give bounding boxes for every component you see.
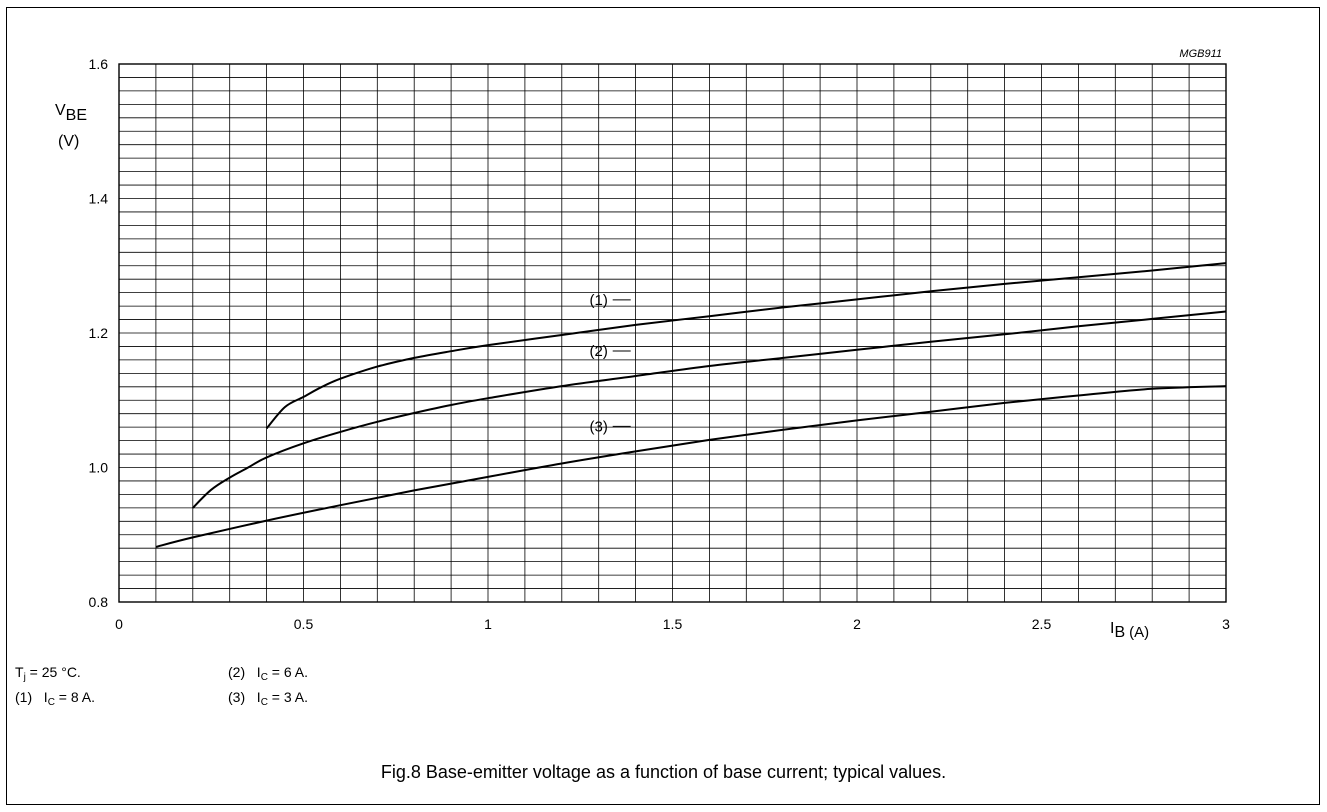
curve-labels: (1) (2) (3) bbox=[590, 292, 631, 435]
figure-code: MGB911 bbox=[1179, 48, 1222, 60]
x-tick-label: 1 bbox=[484, 616, 492, 632]
note-3-symbol: I bbox=[256, 689, 261, 705]
tj-sub: j bbox=[23, 672, 26, 683]
y-axis-symbol: V bbox=[55, 102, 66, 119]
note-3: (3) IC = 3 A. bbox=[228, 690, 308, 708]
figure-frame bbox=[6, 7, 1320, 805]
curve-1 bbox=[265, 262, 1227, 430]
curve-label-1: (1) bbox=[590, 292, 608, 309]
y-tick-label: 1.2 bbox=[89, 325, 109, 341]
note-1: (1) IC = 8 A. bbox=[15, 690, 95, 708]
x-tick-label: 3 bbox=[1222, 616, 1230, 632]
curves bbox=[155, 262, 1227, 548]
y-tick-label: 1.6 bbox=[89, 56, 109, 72]
y-axis-unit: (V) bbox=[58, 133, 79, 150]
y-tick-label: 0.8 bbox=[89, 594, 109, 610]
plot-border bbox=[118, 63, 1227, 603]
svg-text:IB(A): IB (A) bbox=[1110, 620, 1149, 641]
x-axis-unit: (A) bbox=[1129, 624, 1149, 641]
tj-symbol: T bbox=[15, 664, 24, 680]
note-2-num: (2) bbox=[228, 664, 246, 680]
x-tick-label: 1.5 bbox=[663, 616, 683, 632]
y-tick-label: 1.0 bbox=[89, 460, 109, 476]
note-1-sub: C bbox=[47, 697, 55, 708]
x-axis-symbol-sub: B bbox=[1114, 624, 1125, 641]
figure-caption: Fig.8 Base-emitter voltage as a function… bbox=[380, 762, 947, 782]
x-tick-label: 2.5 bbox=[1032, 616, 1052, 632]
note-3-num: (3) bbox=[228, 689, 246, 705]
y-axis-symbol-sub: BE bbox=[66, 107, 87, 124]
x-tick-label: 0.5 bbox=[294, 616, 314, 632]
note-3-value: = 3 A. bbox=[267, 689, 309, 705]
note-1-value: = 8 A. bbox=[54, 689, 96, 705]
x-axis-symbol: I bbox=[1110, 620, 1114, 637]
y-axis-title: VBE (V) bbox=[55, 102, 87, 150]
tick-labels: 0 0.5 1 1.5 2 2.5 3 0.8 1.0 1.2 1.4 1.6 bbox=[89, 56, 1231, 632]
tj-value: = 25 °C. bbox=[25, 664, 81, 680]
note-2-value: = 6 A. bbox=[267, 664, 309, 680]
curve-3 bbox=[155, 385, 1227, 548]
note-3-sub: C bbox=[260, 697, 268, 708]
note-2: (2) IC = 6 A. bbox=[228, 665, 308, 683]
svg-text:VBE: VBE bbox=[55, 102, 87, 124]
curve-label-2: (2) bbox=[590, 343, 608, 360]
x-tick-label: 0 bbox=[115, 616, 123, 632]
note-2-sub: C bbox=[260, 672, 268, 683]
grid bbox=[119, 64, 1226, 602]
note-2-symbol: I bbox=[256, 664, 261, 680]
curve-label-3: (3) bbox=[590, 418, 608, 435]
x-tick-label: 2 bbox=[853, 616, 861, 632]
note-tj: Tj = 25 °C. bbox=[15, 665, 81, 683]
curve-2 bbox=[192, 310, 1227, 509]
x-axis-title: IB (A) bbox=[1110, 620, 1149, 641]
note-1-symbol: I bbox=[43, 689, 48, 705]
y-tick-label: 1.4 bbox=[89, 191, 109, 207]
note-1-num: (1) bbox=[15, 689, 33, 705]
